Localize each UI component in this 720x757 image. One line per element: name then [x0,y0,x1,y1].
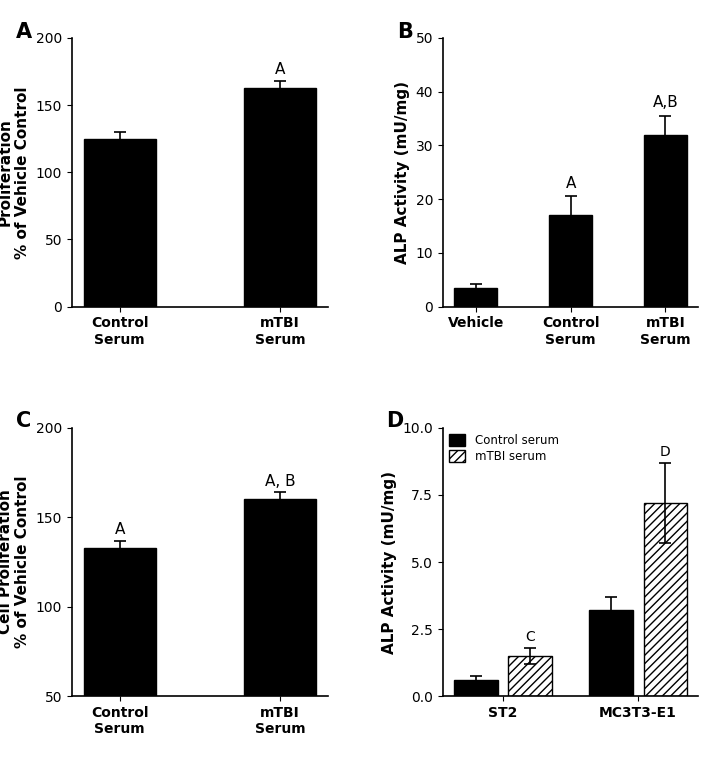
Bar [454,681,498,696]
Bar [454,288,497,307]
Bar [84,139,156,307]
Text: A: A [565,176,576,191]
Bar [244,88,316,307]
Bar [549,215,592,307]
Bar [590,610,633,696]
Text: A,B: A,B [652,95,678,111]
Text: D: D [660,444,670,459]
Bar [508,656,552,696]
Y-axis label: ALP Activity (mU/mg): ALP Activity (mU/mg) [382,471,397,653]
Text: A: A [275,62,285,76]
Legend: Control serum, mTBI serum: Control serum, mTBI serum [449,434,559,463]
Text: A, B: A, B [265,474,295,488]
Bar [644,135,687,307]
Text: A: A [114,522,125,537]
Y-axis label: Cell Proliferation
% of Vehicle Control: Cell Proliferation % of Vehicle Control [0,476,30,648]
Bar [644,503,687,696]
Y-axis label: Proliferation
% of Vehicle Control: Proliferation % of Vehicle Control [0,86,30,258]
Text: D: D [387,412,404,431]
Text: C: C [16,412,31,431]
Text: C: C [525,630,535,644]
Bar [84,548,156,757]
Text: A: A [16,22,32,42]
Text: B: B [397,22,413,42]
Bar [244,500,316,757]
Y-axis label: ALP Activity (mU/mg): ALP Activity (mU/mg) [395,81,410,263]
